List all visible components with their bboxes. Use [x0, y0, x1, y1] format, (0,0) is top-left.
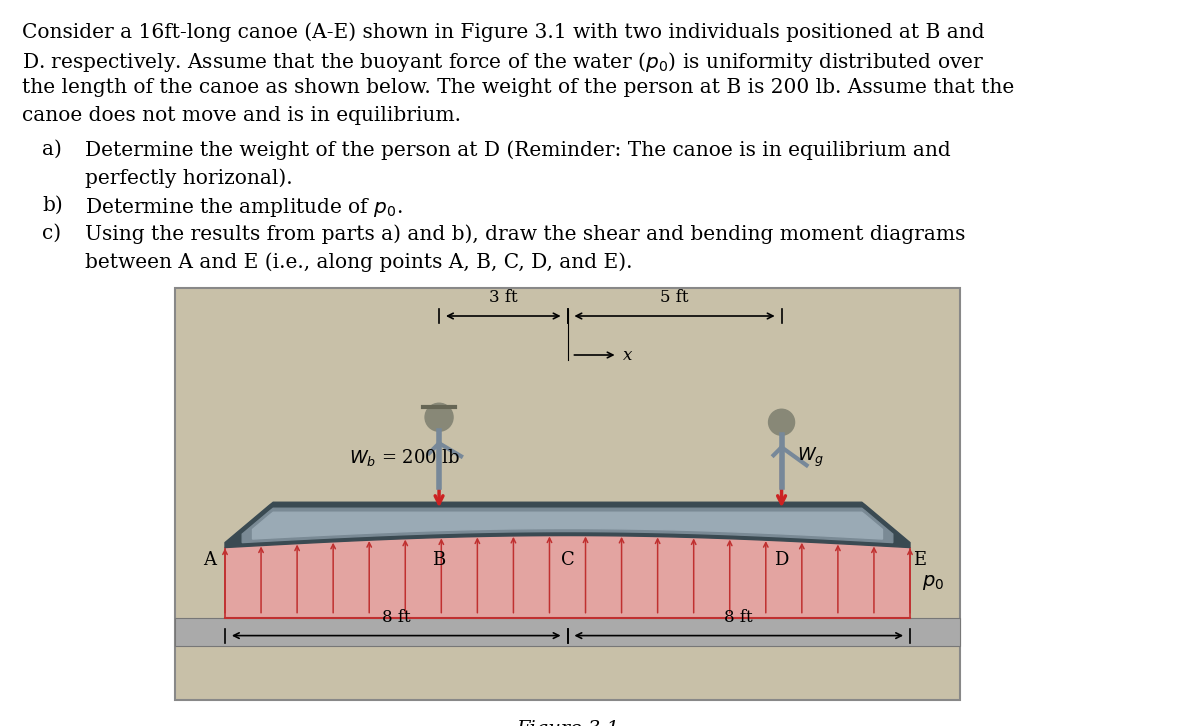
Text: D: D: [774, 550, 788, 568]
Text: $W_b$ = 200 lb: $W_b$ = 200 lb: [349, 446, 461, 468]
Text: D. respectively. Assume that the buoyant force of the water ($p_0$) is uniformit: D. respectively. Assume that the buoyant…: [22, 50, 984, 74]
Text: the length of the canoe as shown below. The weight of the person at B is 200 lb.: the length of the canoe as shown below. …: [22, 78, 1014, 97]
Circle shape: [425, 403, 454, 431]
Text: Determine the amplitude of $p_0$.: Determine the amplitude of $p_0$.: [85, 196, 403, 219]
Text: B: B: [432, 550, 445, 568]
Text: $p_0$: $p_0$: [922, 573, 944, 592]
FancyBboxPatch shape: [175, 288, 960, 700]
Text: E: E: [913, 550, 926, 568]
Text: A: A: [204, 550, 216, 568]
Polygon shape: [242, 508, 893, 542]
Text: 5 ft: 5 ft: [660, 289, 689, 306]
Text: c): c): [42, 224, 61, 243]
Text: $W_g$: $W_g$: [797, 446, 824, 469]
Text: b): b): [42, 196, 62, 215]
Text: a): a): [42, 140, 62, 159]
Polygon shape: [226, 502, 910, 547]
Polygon shape: [252, 513, 882, 539]
FancyBboxPatch shape: [175, 618, 960, 646]
Text: perfectly horizonal).: perfectly horizonal).: [85, 168, 293, 187]
Text: Using the results from parts a) and b), draw the shear and bending moment diagra: Using the results from parts a) and b), …: [85, 224, 965, 244]
Polygon shape: [226, 536, 910, 618]
Text: x: x: [623, 346, 632, 364]
Text: 3 ft: 3 ft: [488, 289, 517, 306]
Circle shape: [768, 409, 794, 436]
Text: between A and E (i.e., along points A, B, C, D, and E).: between A and E (i.e., along points A, B…: [85, 252, 632, 272]
Text: 8 ft: 8 ft: [725, 608, 754, 626]
Text: Figure 3.1: Figure 3.1: [516, 720, 619, 726]
Text: Determine the weight of the person at D (Reminder: The canoe is in equilibrium a: Determine the weight of the person at D …: [85, 140, 950, 160]
Text: C: C: [560, 550, 575, 568]
Text: canoe does not move and is in equilibrium.: canoe does not move and is in equilibriu…: [22, 106, 461, 125]
Text: Consider a 16ft-long canoe (A-E) shown in Figure 3.1 with two individuals positi: Consider a 16ft-long canoe (A-E) shown i…: [22, 22, 985, 41]
Text: 8 ft: 8 ft: [382, 608, 410, 626]
